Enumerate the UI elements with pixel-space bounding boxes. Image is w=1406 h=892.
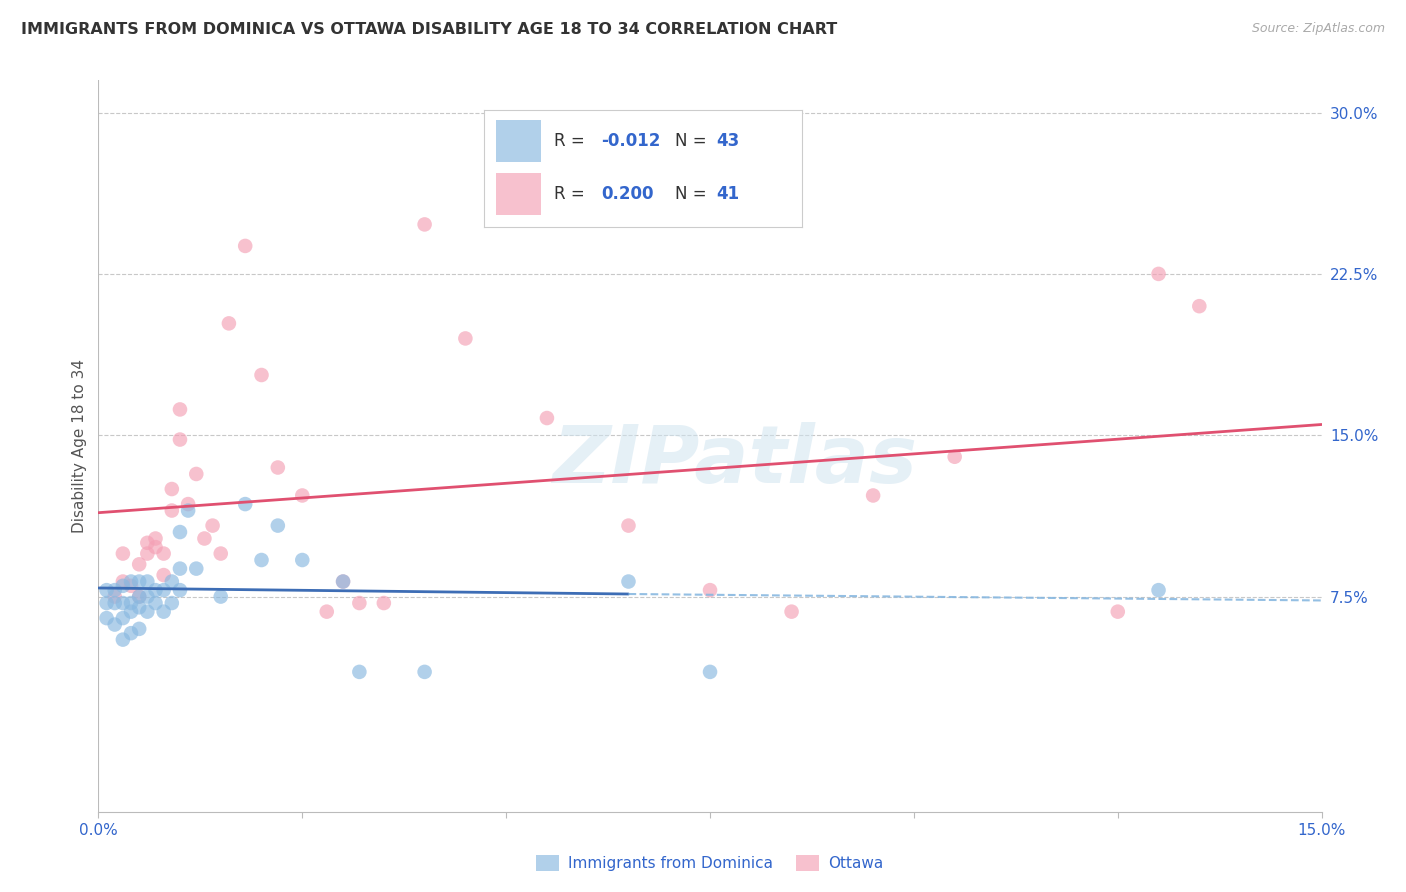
Point [617, 574, 640, 589]
Point [136, 536, 159, 550]
Point [315, 605, 337, 619]
Point [1107, 605, 1129, 619]
Point [699, 583, 721, 598]
Point [169, 583, 191, 598]
Point [1188, 299, 1211, 313]
Point [349, 665, 371, 679]
Point [111, 632, 134, 647]
Text: Source: ZipAtlas.com: Source: ZipAtlas.com [1251, 22, 1385, 36]
Point [267, 518, 290, 533]
Point [291, 553, 314, 567]
Text: R =: R = [554, 185, 589, 202]
Point [373, 596, 395, 610]
Point [120, 596, 142, 610]
Point [96, 596, 118, 610]
Point [145, 540, 167, 554]
Point [267, 460, 290, 475]
Point [111, 611, 134, 625]
Point [111, 579, 134, 593]
Point [120, 626, 142, 640]
Point [136, 590, 159, 604]
Point [699, 665, 721, 679]
Point [862, 488, 884, 502]
Point [291, 488, 314, 502]
Point [160, 482, 183, 496]
Point [96, 611, 118, 625]
Text: 43: 43 [716, 132, 740, 150]
Point [152, 568, 174, 582]
Point [349, 596, 371, 610]
Text: N =: N = [675, 185, 711, 202]
Point [332, 574, 354, 589]
Point [413, 665, 436, 679]
Point [1147, 583, 1170, 598]
Point [145, 532, 167, 546]
Point [145, 596, 167, 610]
Point [177, 497, 200, 511]
Point [186, 561, 208, 575]
Point [152, 605, 174, 619]
Point [536, 411, 558, 425]
Point [128, 574, 150, 589]
Point [233, 497, 256, 511]
Point [780, 605, 803, 619]
Point [160, 503, 183, 517]
Point [128, 558, 150, 572]
Point [209, 590, 232, 604]
Point [145, 583, 167, 598]
Point [136, 605, 159, 619]
Legend: Immigrants from Dominica, Ottawa: Immigrants from Dominica, Ottawa [530, 849, 890, 877]
Point [413, 218, 436, 232]
Point [111, 596, 134, 610]
Point [128, 590, 150, 604]
Point [120, 605, 142, 619]
Text: IMMIGRANTS FROM DOMINICA VS OTTAWA DISABILITY AGE 18 TO 34 CORRELATION CHART: IMMIGRANTS FROM DOMINICA VS OTTAWA DISAB… [21, 22, 838, 37]
Point [209, 547, 232, 561]
Bar [496, 120, 541, 162]
Y-axis label: Disability Age 18 to 34: Disability Age 18 to 34 [72, 359, 87, 533]
Text: 41: 41 [716, 185, 740, 202]
Point [169, 402, 191, 417]
Point [1147, 267, 1170, 281]
Point [136, 574, 159, 589]
Text: 0.200: 0.200 [602, 185, 654, 202]
Point [96, 583, 118, 598]
Point [104, 583, 127, 598]
Point [111, 574, 134, 589]
Text: -0.012: -0.012 [602, 132, 661, 150]
Point [136, 547, 159, 561]
Point [111, 547, 134, 561]
Point [160, 596, 183, 610]
Text: N =: N = [675, 132, 711, 150]
Bar [496, 173, 541, 215]
Point [617, 518, 640, 533]
Point [128, 600, 150, 615]
Point [943, 450, 966, 464]
Point [169, 524, 191, 539]
Point [120, 574, 142, 589]
Point [218, 317, 240, 331]
Point [169, 433, 191, 447]
Point [104, 590, 127, 604]
Point [120, 579, 142, 593]
Point [454, 331, 477, 345]
Point [160, 574, 183, 589]
Point [250, 553, 273, 567]
Point [250, 368, 273, 382]
Point [152, 583, 174, 598]
Point [186, 467, 208, 481]
Point [177, 503, 200, 517]
Point [128, 590, 150, 604]
Point [169, 561, 191, 575]
Point [152, 547, 174, 561]
Text: R =: R = [554, 132, 589, 150]
Point [104, 596, 127, 610]
Point [233, 239, 256, 253]
Point [193, 532, 215, 546]
Point [332, 574, 354, 589]
Point [104, 617, 127, 632]
Point [128, 622, 150, 636]
Text: ZIPatlas: ZIPatlas [553, 422, 917, 500]
Point [201, 518, 224, 533]
